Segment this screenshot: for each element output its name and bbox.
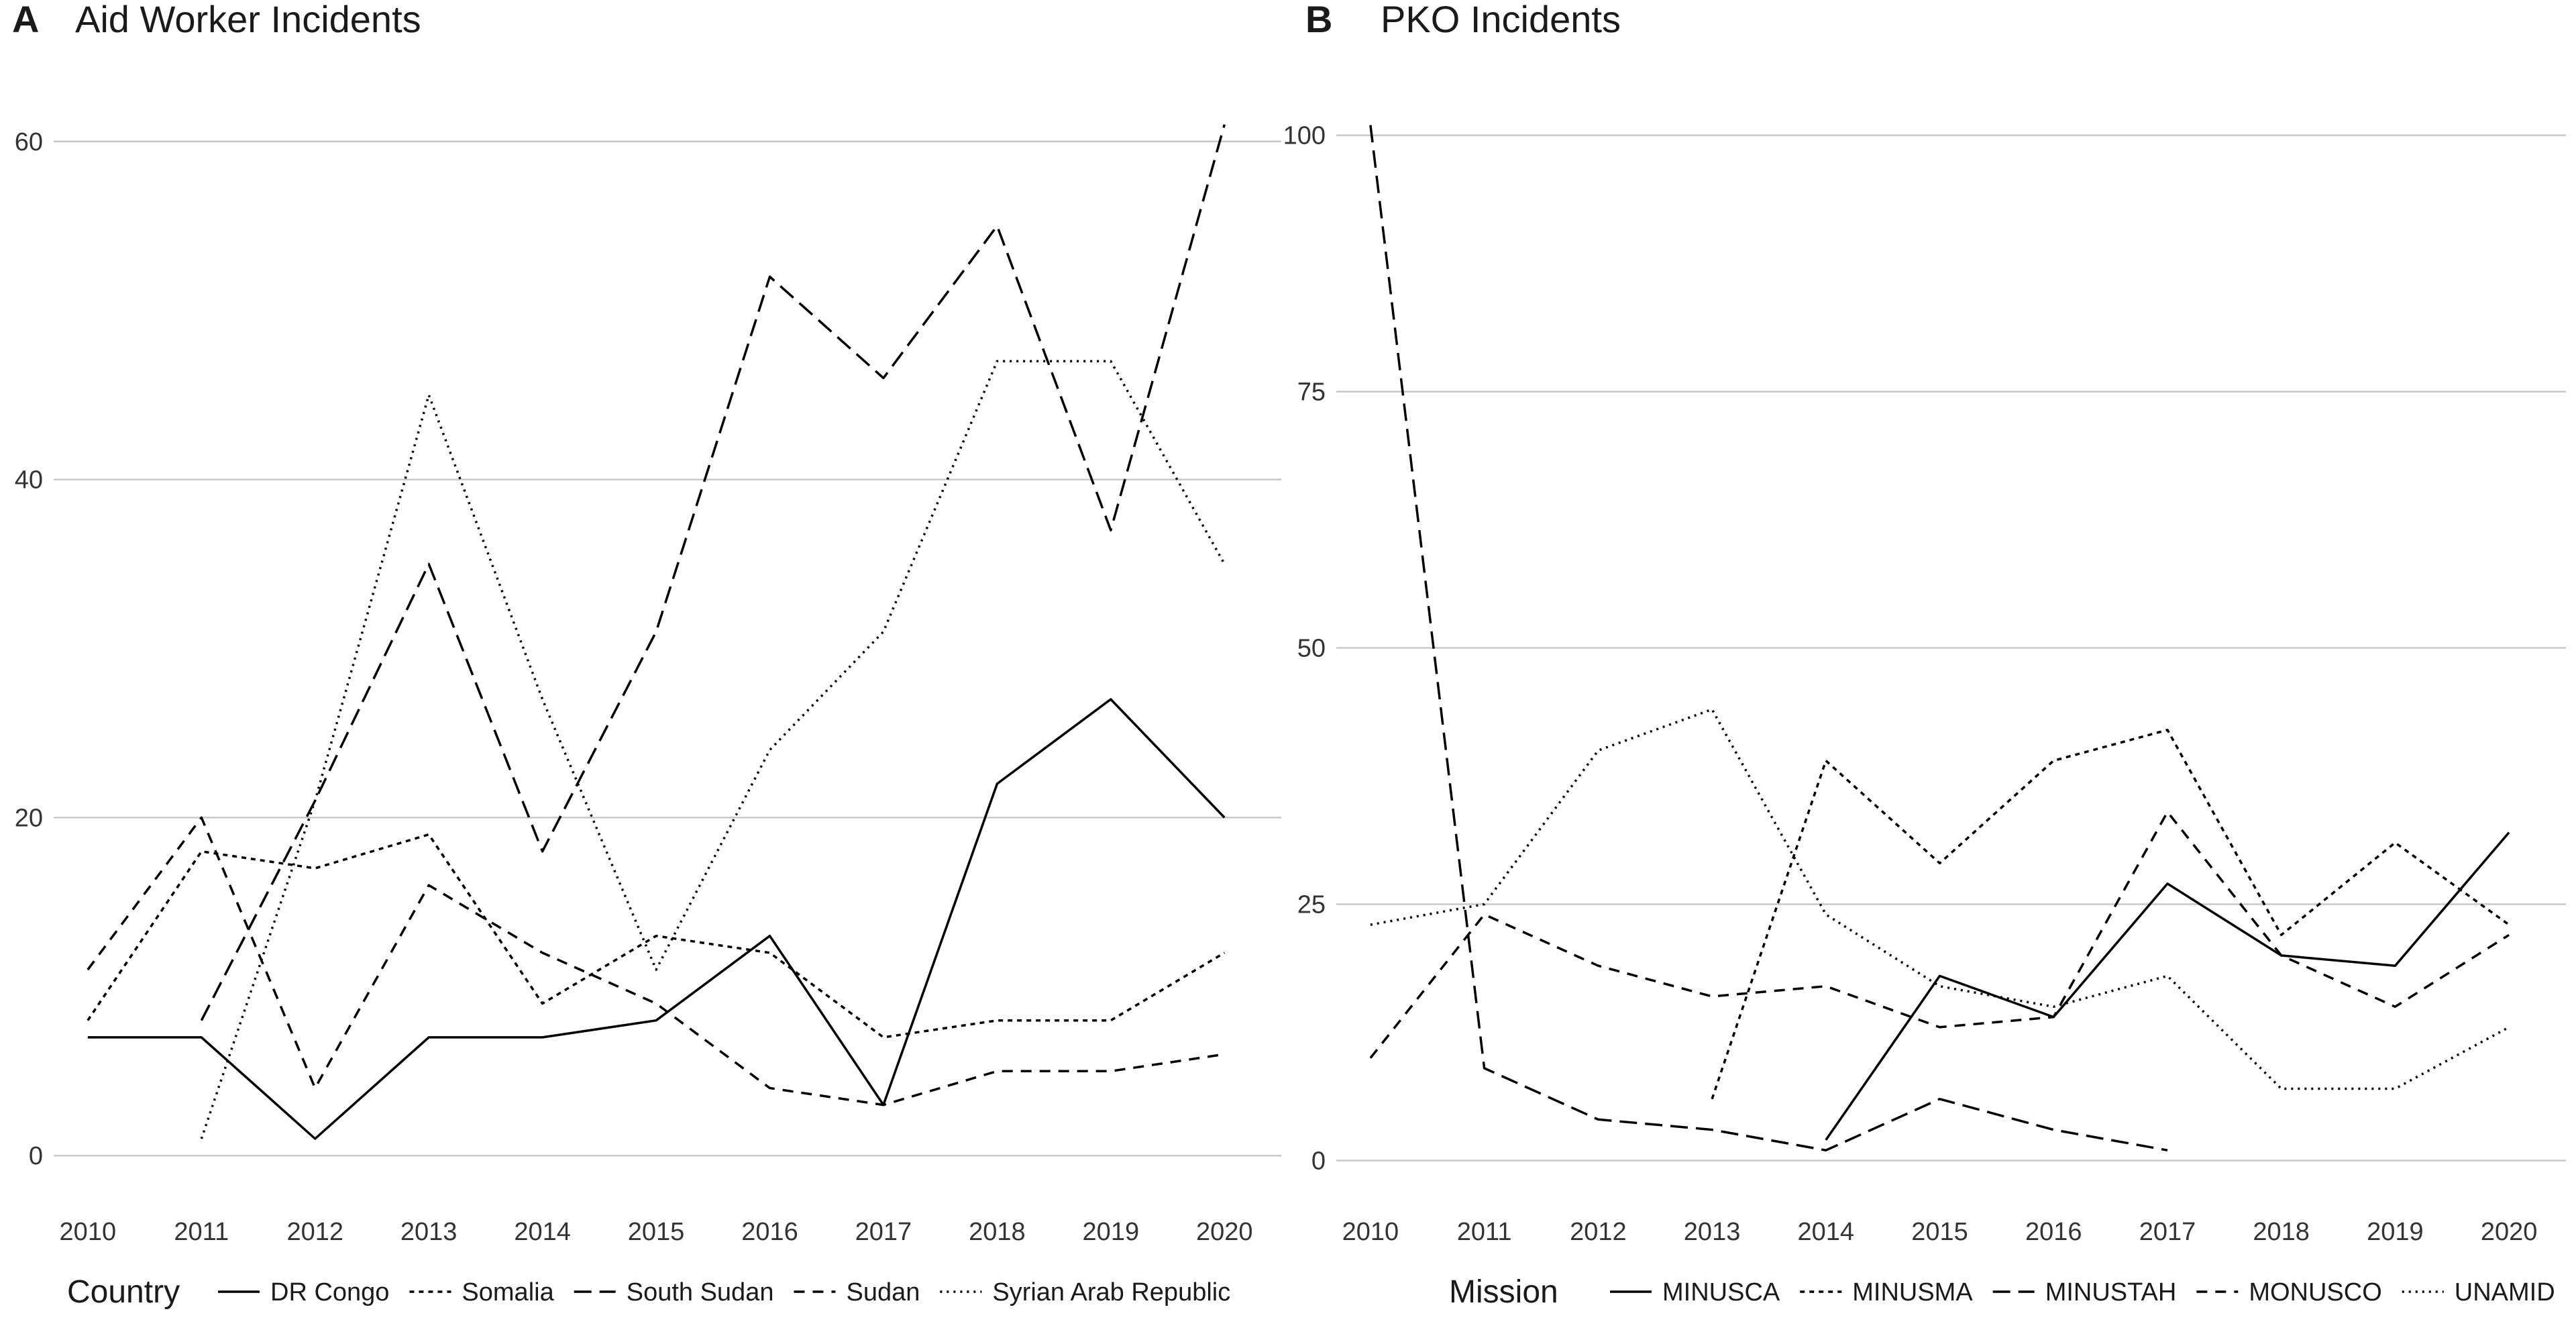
series-line-minustah	[1369, 125, 2168, 1151]
legend-label-unamid: UNAMID	[2455, 1278, 2555, 1306]
legend-label-minusma: MINUSMA	[1852, 1278, 1973, 1306]
legend-label-syrian-arab-republic: Syrian Arab Republic	[992, 1278, 1230, 1306]
x-tick-label-2018: 2018	[969, 1218, 1026, 1246]
panel-letter-a: A	[12, 0, 39, 40]
x-tick-label-2015: 2015	[1911, 1218, 1968, 1246]
legend-label-minusca: MINUSCA	[1662, 1278, 1780, 1306]
y-tick-label-50: 50	[1297, 635, 1326, 663]
x-tick-label-2012: 2012	[286, 1218, 343, 1246]
x-tick-label-2019: 2019	[1083, 1218, 1140, 1246]
x-tick-label-2020: 2020	[1196, 1218, 1253, 1246]
x-tick-label-2013: 2013	[400, 1218, 458, 1246]
x-tick-label-2016: 2016	[2025, 1218, 2082, 1246]
y-tick-label-0: 0	[29, 1142, 43, 1170]
grid-a	[54, 140, 1281, 1157]
y-tick-label-75: 75	[1297, 378, 1326, 407]
x-tick-label-2018: 2018	[2253, 1218, 2310, 1246]
legend-label-dr-congo: DR Congo	[270, 1278, 389, 1306]
x-tick-label-2010: 2010	[60, 1218, 117, 1246]
x-tick-label-2016: 2016	[741, 1218, 798, 1246]
legend-label-south-sudan: South Sudan	[627, 1278, 774, 1306]
x-tick-label-2014: 2014	[514, 1218, 571, 1246]
x-ticks-a: 2010 2011 2012 2013 2014 2015 2016 2017 2018 2019…	[60, 1218, 1253, 1246]
y-ticks-a: 0 20 40 60	[15, 128, 43, 1170]
series-line-monusco	[1369, 811, 2510, 1059]
x-tick-label-2014: 2014	[1798, 1218, 1855, 1246]
legend-label-sudan: Sudan	[846, 1278, 920, 1306]
series-line-minusma	[1711, 729, 2510, 1100]
legend-label-monusco: MONUSCO	[2249, 1278, 2381, 1306]
panel-title-b: PKO Incidents	[1381, 0, 1621, 40]
legend-label-somalia: Somalia	[462, 1278, 554, 1306]
y-tick-label-40: 40	[15, 466, 43, 495]
series-line-dr-congo	[87, 698, 1226, 1140]
series-line-somalia	[87, 833, 1226, 1039]
x-ticks-b: 2010 2011 2012 2013 2014 2015 2016 2017 2018 2019…	[1342, 1218, 2538, 1246]
y-tick-label-60: 60	[15, 128, 43, 156]
legend-title: Country	[67, 1274, 180, 1310]
series-line-syrian-arab-republic	[200, 360, 1226, 1139]
y-tick-label-0: 0	[1311, 1147, 1326, 1175]
series-line-sudan	[87, 816, 1225, 1107]
x-tick-label-2010: 2010	[1342, 1218, 1399, 1246]
series-lines-a	[87, 124, 1226, 1140]
grid-b	[1336, 134, 2566, 1162]
x-tick-label-2017: 2017	[855, 1218, 912, 1246]
x-tick-label-2011: 2011	[174, 1218, 229, 1246]
legend-b: Mission MINUSCA MINUSMA MINUSTAH MONUSCO UNAM…	[1449, 1274, 2555, 1310]
series-line-minusca	[1825, 831, 2510, 1141]
legend-label-minustah: MINUSTAH	[2045, 1278, 2177, 1306]
x-tick-label-2017: 2017	[2139, 1218, 2196, 1246]
series-line-south-sudan	[200, 124, 1226, 1021]
x-tick-label-2013: 2013	[1684, 1218, 1741, 1246]
legend-a: Country DR Congo Somalia South Sudan Sudan Sy…	[67, 1274, 1230, 1310]
y-tick-label-20: 20	[15, 804, 43, 832]
panel-letter-b: B	[1305, 0, 1332, 40]
x-tick-label-2011: 2011	[1457, 1218, 1512, 1246]
legend-title: Mission	[1449, 1274, 1558, 1310]
panel-title-a: Aid Worker Incidents	[75, 0, 421, 40]
x-tick-label-2019: 2019	[2367, 1218, 2424, 1246]
y-ticks-b: 0 25 50 75 100	[1283, 122, 1326, 1176]
y-tick-label-100: 100	[1283, 122, 1326, 150]
series-lines-b	[1369, 125, 2510, 1151]
x-tick-label-2012: 2012	[1570, 1218, 1627, 1246]
y-tick-label-25: 25	[1297, 891, 1326, 919]
x-tick-label-2015: 2015	[628, 1218, 685, 1246]
series-line-unamid	[1370, 708, 2510, 1090]
x-tick-label-2020: 2020	[2481, 1218, 2538, 1246]
